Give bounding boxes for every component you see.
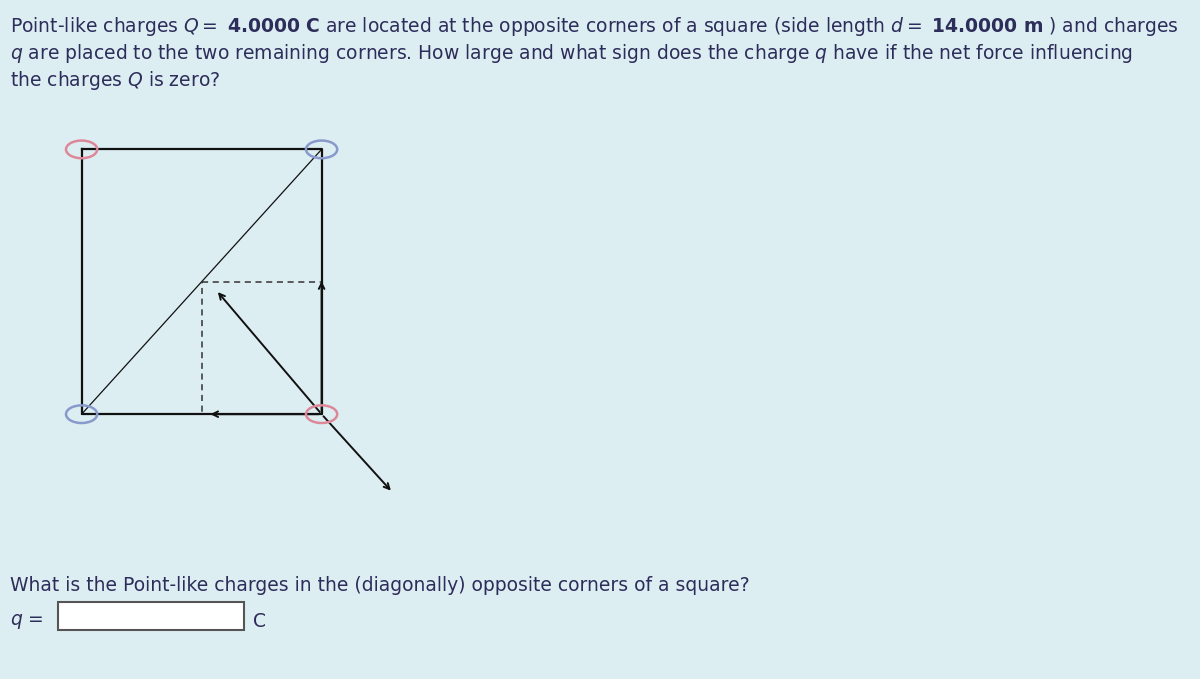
Text: the charges $Q$ is zero?: the charges $Q$ is zero?	[10, 69, 220, 92]
Text: Point-like charges $Q = $ $\mathbf{4.0000\ C}$ are located at the opposite corne: Point-like charges $Q = $ $\mathbf{4.000…	[10, 15, 1178, 38]
Text: $q$ =: $q$ =	[10, 612, 43, 631]
Text: $q$ are placed to the two remaining corners. How large and what sign does the ch: $q$ are placed to the two remaining corn…	[10, 42, 1133, 65]
FancyBboxPatch shape	[58, 602, 244, 630]
Text: C: C	[253, 612, 266, 631]
Text: What is the Point-like charges in the (diagonally) opposite corners of a square?: What is the Point-like charges in the (d…	[10, 576, 749, 595]
